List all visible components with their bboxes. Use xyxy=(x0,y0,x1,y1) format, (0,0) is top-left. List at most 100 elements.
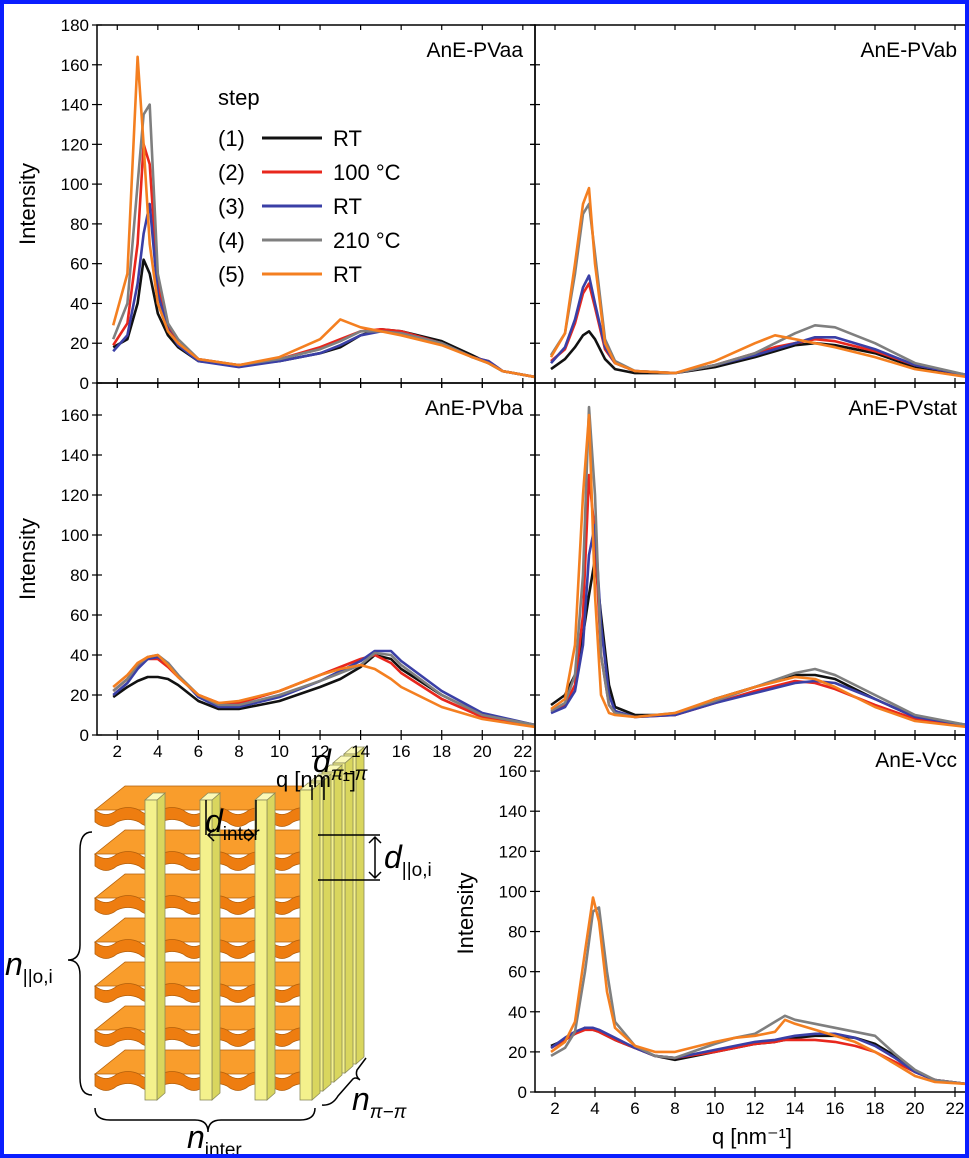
panel-title: AnE-Vcc xyxy=(875,749,957,772)
y-tick-label: 20 xyxy=(70,686,89,705)
y-tick-label: 160 xyxy=(499,762,527,781)
y-tick-label: 140 xyxy=(61,96,89,115)
y-tick-label: 0 xyxy=(80,726,89,745)
x-tick-label: 8 xyxy=(234,742,243,761)
label-main: d xyxy=(313,743,332,779)
y-tick-label: 120 xyxy=(61,135,89,154)
label-main: d xyxy=(384,839,403,875)
x-tick-label: 14 xyxy=(786,1099,805,1118)
panel-title: AnE-PVstat xyxy=(848,397,957,420)
y-tick-label: 0 xyxy=(80,374,89,393)
x-tick-label: 10 xyxy=(706,1099,725,1118)
legend-label: 210 °C xyxy=(333,228,401,253)
x-tick-label: 8 xyxy=(670,1099,679,1118)
label-main: d xyxy=(205,803,224,839)
label-sub: inter xyxy=(205,1140,243,1158)
y-tick-label: 180 xyxy=(61,16,89,35)
x-tick-label: 4 xyxy=(153,742,162,761)
series-line xyxy=(112,653,535,729)
label-sub: ||o,i xyxy=(23,967,53,988)
y-tick-label: 80 xyxy=(70,566,89,585)
pillar-side xyxy=(156,792,166,1101)
x-tick-label: 2 xyxy=(113,742,122,761)
pillar xyxy=(254,799,268,1101)
x-tick-label: 12 xyxy=(746,1099,765,1118)
y-tick-label: 0 xyxy=(518,1083,527,1102)
y-tick-label: 120 xyxy=(499,842,527,861)
y-tick-label: 160 xyxy=(61,406,89,425)
x-tick-label: 16 xyxy=(826,1099,845,1118)
y-tick-label: 100 xyxy=(61,175,89,194)
legend-step: (3) xyxy=(218,194,245,219)
y-tick-label: 120 xyxy=(61,486,89,505)
label-sub: π−π xyxy=(331,764,369,785)
y-tick-label: 20 xyxy=(70,334,89,353)
pillar xyxy=(299,789,313,1101)
dimension-line xyxy=(311,777,325,800)
diagram-label: dinter xyxy=(205,803,260,845)
x-tick-label: 4 xyxy=(590,1099,599,1118)
series-line xyxy=(550,413,968,729)
x-tick-label: 22 xyxy=(513,742,532,761)
dimension-line xyxy=(205,800,257,842)
x-tick-label: 18 xyxy=(432,742,451,761)
y-axis-label: Intensity xyxy=(15,518,40,600)
y-tick-label: 40 xyxy=(508,1003,527,1022)
pillar-side xyxy=(211,792,221,1101)
y-tick-label: 60 xyxy=(70,255,89,274)
legend-label: 100 °C xyxy=(333,160,401,185)
x-tick-label: 22 xyxy=(946,1099,965,1118)
dimension-line xyxy=(318,834,382,881)
label-sub: π−π xyxy=(370,1102,408,1123)
y-tick-label: 60 xyxy=(70,606,89,625)
panel-title: AnE-PVab xyxy=(861,39,958,62)
x-tick-label: 12 xyxy=(311,742,330,761)
pillar-side xyxy=(344,755,354,1074)
y-tick-label: 100 xyxy=(61,526,89,545)
diagram-label: n||o,i xyxy=(5,946,53,988)
x-tick-label: 14 xyxy=(351,742,370,761)
legend-label: RT xyxy=(333,126,362,151)
diagram-label: nπ−π xyxy=(352,1081,408,1123)
series-line xyxy=(112,653,535,727)
x-tick-label: 20 xyxy=(473,742,492,761)
y-tick-label: 140 xyxy=(499,802,527,821)
pillar-side xyxy=(355,746,365,1065)
legend-label: RT xyxy=(333,194,362,219)
legend-step: (2) xyxy=(218,160,245,185)
x-tick-label: 20 xyxy=(906,1099,925,1118)
x-axis-label: q [nm⁻¹] xyxy=(712,1124,792,1149)
label-main: n xyxy=(5,946,23,982)
legend-step: (5) xyxy=(218,262,245,287)
panel-title: AnE-PVba xyxy=(425,397,523,420)
pillar-side xyxy=(311,782,321,1101)
series-line xyxy=(550,896,968,1086)
pillar-side xyxy=(333,764,343,1083)
y-tick-label: 80 xyxy=(70,215,89,234)
label-main: n xyxy=(352,1081,370,1117)
x-axis-label: q [nm⁻¹] xyxy=(276,767,356,792)
x-tick-label: 10 xyxy=(270,742,289,761)
y-tick-label: 140 xyxy=(61,446,89,465)
panel: 0 20 40 60 80 100 120 140 160 2 4 6 8 10 12 14 16 18 20 22 A… xyxy=(453,734,969,1149)
series-line xyxy=(111,55,535,379)
dimension-line xyxy=(94,1107,316,1133)
y-axis-label: Intensity xyxy=(453,873,478,955)
diagram-label: dπ−π xyxy=(313,743,369,785)
y-tick-label: 160 xyxy=(61,56,89,75)
x-tick-label: 16 xyxy=(392,742,411,761)
y-tick-label: 40 xyxy=(70,646,89,665)
pillar-side xyxy=(266,792,276,1101)
y-axis-label: Intensity xyxy=(15,163,40,245)
x-tick-label: 6 xyxy=(194,742,203,761)
legend-step: (4) xyxy=(218,228,245,253)
legend-label: RT xyxy=(333,262,362,287)
pillar xyxy=(199,799,213,1101)
y-tick-label: 60 xyxy=(508,963,527,982)
series-line xyxy=(550,1026,968,1086)
x-tick-label: 2 xyxy=(550,1099,559,1118)
